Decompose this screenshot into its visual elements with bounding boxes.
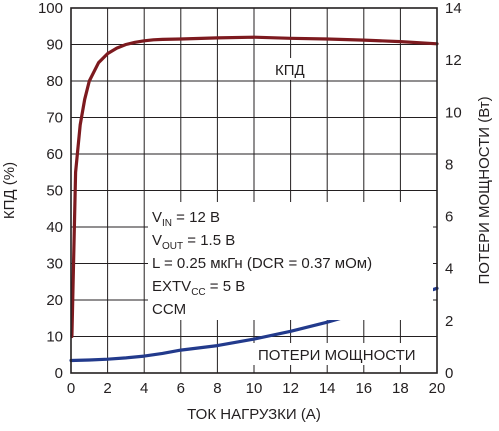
left-axis-ticks: 0 10 20 30 40 50 60 70 80 90 100 bbox=[38, 0, 63, 382]
efficiency-line bbox=[70, 35, 439, 339]
left-tick-label: 60 bbox=[46, 146, 63, 163]
right-tick-label: 2 bbox=[445, 313, 453, 330]
x-tick-label: 8 bbox=[213, 380, 221, 397]
right-tick-label: 6 bbox=[445, 209, 453, 226]
x-tick-label: 12 bbox=[282, 380, 299, 397]
left-tick-label: 40 bbox=[46, 219, 63, 236]
x-tick-label: 2 bbox=[103, 380, 111, 397]
x-tick-label: 16 bbox=[355, 380, 372, 397]
right-tick-label: 4 bbox=[445, 261, 453, 278]
right-axis-ticks: 0 2 4 6 8 10 12 14 bbox=[445, 0, 462, 382]
left-tick-label: 10 bbox=[46, 329, 63, 346]
right-tick-label: 8 bbox=[445, 156, 453, 173]
left-tick-label: 0 bbox=[55, 365, 63, 382]
right-tick-label: 10 bbox=[445, 104, 462, 121]
condition-line: EXTVCC = 5 В bbox=[152, 278, 245, 298]
left-tick-label: 80 bbox=[46, 73, 63, 90]
right-tick-label: 14 bbox=[445, 0, 462, 17]
x-axis-ticks: 0 2 4 6 8 10 12 14 16 18 20 bbox=[67, 380, 446, 397]
right-axis-label: ПОТЕРИ МОЩНОСТИ (Вт) bbox=[476, 96, 493, 284]
plot-frame bbox=[70, 7, 438, 374]
x-tick-label: 4 bbox=[140, 380, 148, 397]
x-axis-label: ТОК НАГРУЗКИ (А) bbox=[187, 406, 321, 423]
condition-line: VIN = 12 В bbox=[152, 209, 220, 229]
x-tick-label: 10 bbox=[246, 380, 263, 397]
x-tick-label: 20 bbox=[429, 380, 446, 397]
conditions-box: VIN = 12 В VOUT = 1.5 В L = 0.25 мкГн (DCR… bbox=[152, 209, 372, 318]
left-tick-label: 30 bbox=[46, 256, 63, 273]
efficiency-series-label: КПД bbox=[275, 62, 305, 79]
power-loss-series-label: ПОТЕРИ МОЩНОСТИ bbox=[258, 347, 416, 364]
condition-line: CCM bbox=[152, 301, 186, 318]
left-tick-label: 90 bbox=[46, 37, 63, 54]
right-tick-label: 0 bbox=[445, 365, 453, 382]
left-axis-label: КПД (%) bbox=[1, 162, 18, 219]
right-tick-label: 12 bbox=[445, 52, 462, 69]
efficiency-label-background bbox=[270, 58, 314, 80]
condition-line: L = 0.25 мкГн (DCR = 0.37 мОм) bbox=[152, 255, 372, 272]
left-tick-label: 20 bbox=[46, 292, 63, 309]
x-tick-label: 14 bbox=[319, 380, 336, 397]
x-tick-label: 18 bbox=[392, 380, 409, 397]
loss-label-background bbox=[253, 343, 431, 365]
left-tick-label: 70 bbox=[46, 110, 63, 127]
left-tick-label: 100 bbox=[38, 0, 63, 17]
x-tick-label: 6 bbox=[177, 380, 185, 397]
x-tick-label: 0 bbox=[67, 380, 75, 397]
left-tick-label: 50 bbox=[46, 183, 63, 200]
condition-line: VOUT = 1.5 В bbox=[152, 232, 235, 252]
conditions-background bbox=[148, 202, 433, 320]
